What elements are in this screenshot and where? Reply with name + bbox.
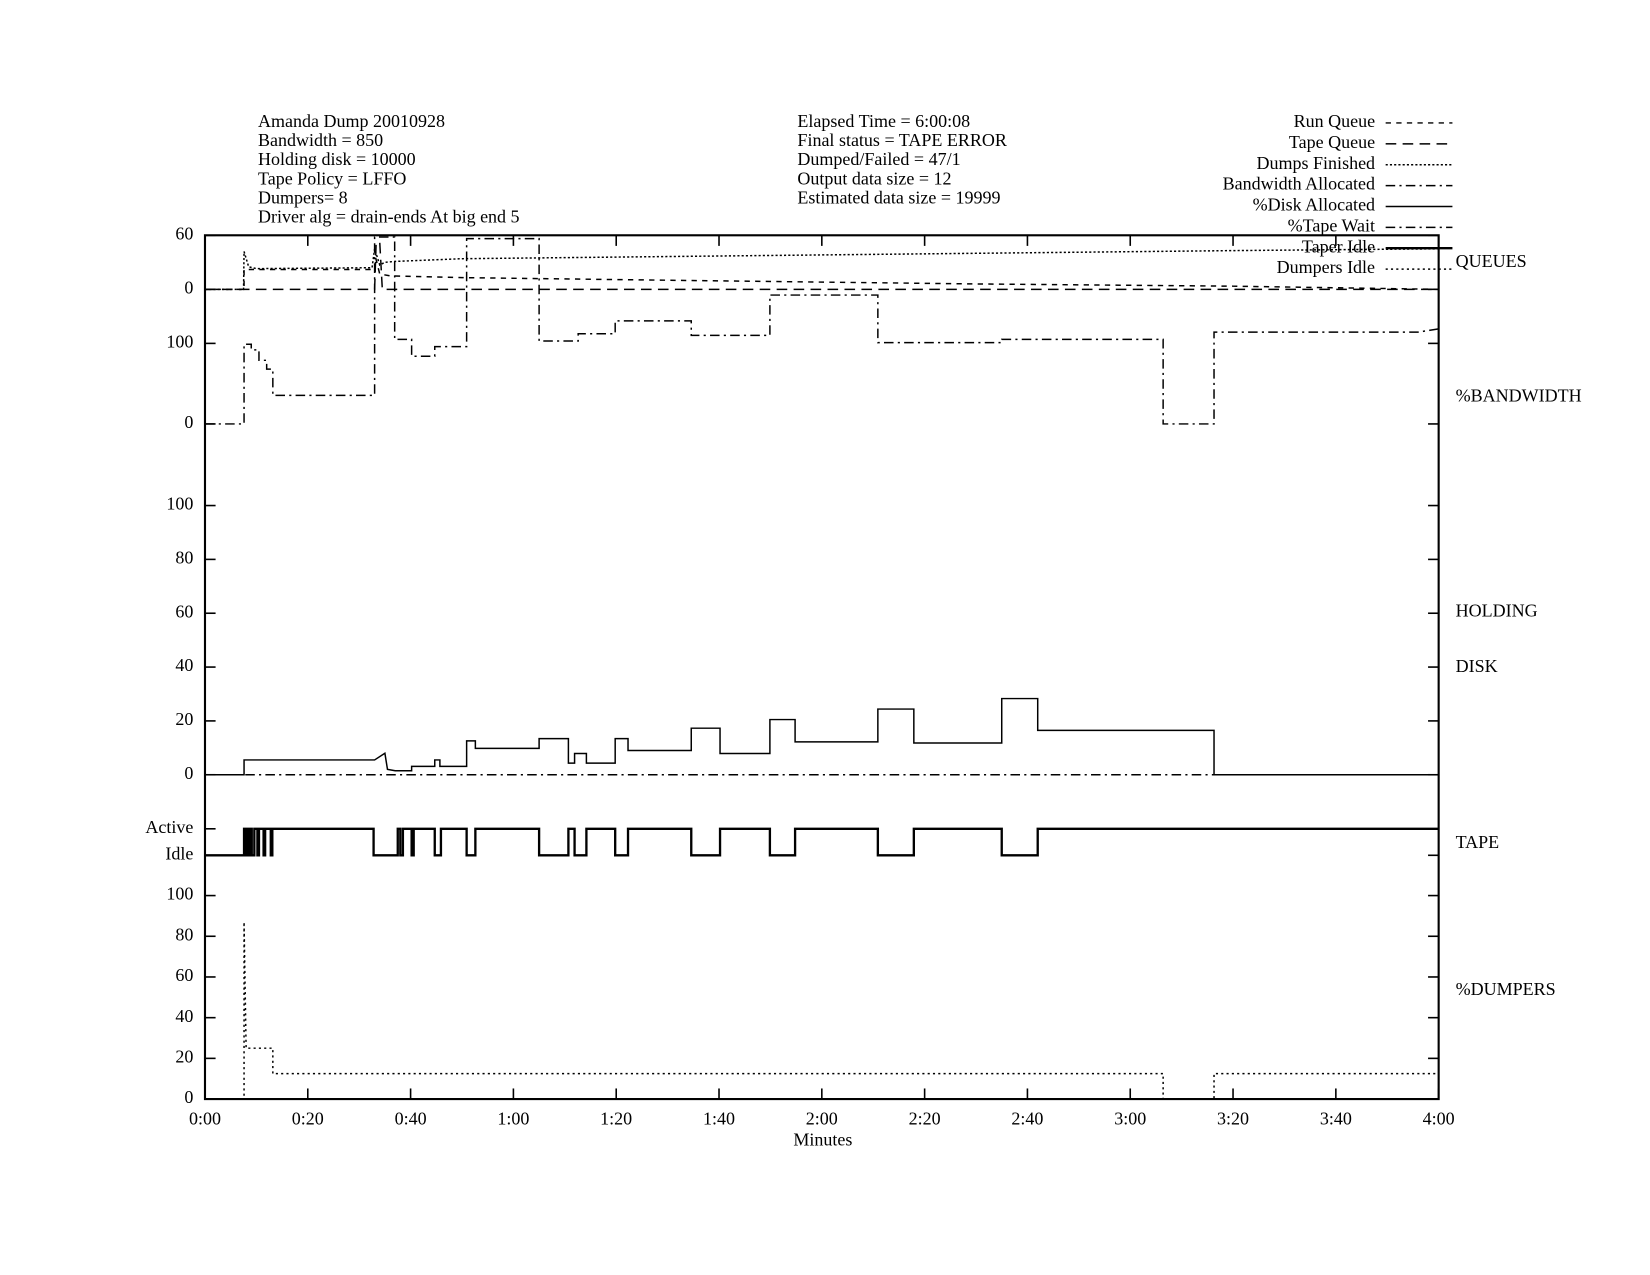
header-note: Driver alg = drain-ends At big end 5 [258, 206, 520, 226]
header-note: Amanda Dump 20010928 [258, 111, 445, 131]
y-tick-label: 60 [175, 223, 193, 243]
x-tick-label: 1:20 [600, 1108, 632, 1128]
legend-label: %Disk Allocated [1253, 195, 1375, 215]
series-line [204, 241, 1439, 291]
legend-label: Taper Idle [1302, 236, 1375, 256]
y-tick-label: 80 [175, 548, 193, 568]
y-tick-label: 20 [175, 709, 193, 729]
header-note: Tape Policy = LFFO [258, 168, 406, 188]
y-tick-label: 100 [166, 494, 193, 514]
x-axis-label: Minutes [793, 1130, 852, 1150]
y-tick-label: 40 [175, 1006, 193, 1026]
legend-label: Tape Queue [1289, 132, 1375, 152]
header-note: Dumped/Failed = 47/1 [797, 149, 960, 169]
y-tick-label: 0 [184, 277, 193, 297]
x-tick-label: 4:00 [1423, 1108, 1455, 1128]
plot-frame [203, 234, 1440, 1101]
y-tick-label: 0 [184, 1087, 193, 1107]
panel-label: %DUMPERS [1456, 979, 1556, 999]
header-note: Dumpers= 8 [258, 187, 348, 207]
y-tick-label: Active [145, 817, 193, 837]
y-tick-label: 100 [166, 332, 193, 352]
y-tick-label: 40 [175, 655, 193, 675]
legend-label: Dumps Finished [1257, 153, 1376, 173]
series-line [204, 257, 1439, 291]
x-tick-label: 0:20 [292, 1108, 324, 1128]
header-note: Bandwidth = 850 [258, 130, 383, 150]
x-tick-label: 2:40 [1011, 1108, 1043, 1128]
x-tick-label: 0:00 [189, 1108, 221, 1128]
y-tick-label: 0 [184, 412, 193, 432]
header-note: Elapsed Time = 6:00:08 [797, 111, 970, 131]
x-tick-label: 1:40 [703, 1108, 735, 1128]
y-tick-label: 60 [175, 601, 193, 621]
series-line [204, 236, 1439, 425]
header-note: Holding disk = 10000 [258, 149, 416, 169]
panel-label: QUEUES [1456, 251, 1527, 271]
x-tick-label: 3:40 [1320, 1108, 1352, 1128]
x-tick-label: 2:00 [806, 1108, 838, 1128]
panel-label: DISK [1456, 656, 1498, 676]
header-note: Final status = TAPE ERROR [797, 130, 1006, 150]
y-tick-label: 0 [184, 763, 193, 783]
x-tick-label: 2:20 [909, 1108, 941, 1128]
y-tick-label: 80 [175, 924, 193, 944]
series-line [204, 922, 1439, 1100]
x-tick-label: 1:00 [497, 1108, 529, 1128]
x-tick-label: 3:00 [1114, 1108, 1146, 1128]
series-line [204, 248, 1439, 291]
y-tick-label: 60 [175, 965, 193, 985]
series-line [204, 827, 1439, 857]
header-note: Estimated data size = 19999 [797, 187, 1000, 207]
y-tick-label: 20 [175, 1047, 193, 1067]
panel-label: %BANDWIDTH [1456, 386, 1582, 406]
panel-label: HOLDING [1456, 601, 1538, 621]
legend-label: %Tape Wait [1288, 215, 1375, 235]
header-note: Output data size = 12 [797, 168, 951, 188]
legend-label: Bandwidth Allocated [1223, 174, 1375, 194]
series-line [204, 697, 1439, 776]
panel-label: TAPE [1456, 832, 1500, 852]
y-tick-label: Idle [165, 843, 193, 863]
x-tick-label: 3:20 [1217, 1108, 1249, 1128]
legend-label: Dumpers Idle [1277, 257, 1375, 277]
x-tick-label: 0:40 [395, 1108, 427, 1128]
legend-label: Run Queue [1294, 111, 1375, 131]
y-tick-label: 100 [166, 884, 193, 904]
